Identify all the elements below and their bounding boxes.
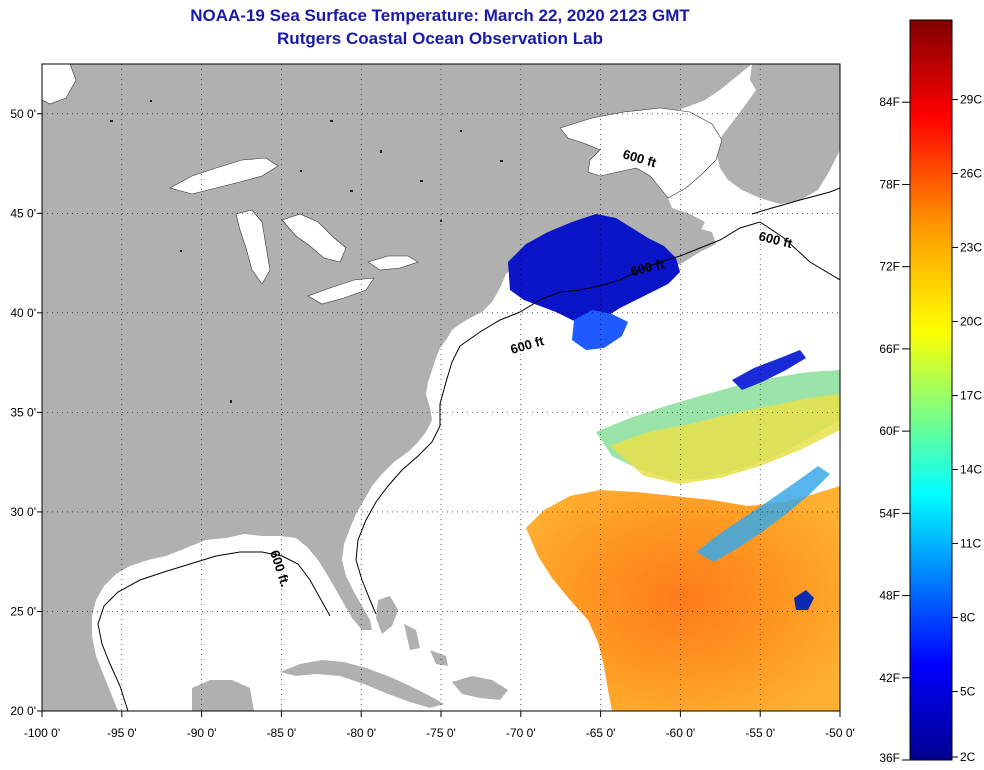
colorbar-f-label: 54F — [879, 506, 900, 520]
lon-tick-label: -95 0' — [107, 726, 137, 740]
hispaniola-land — [452, 676, 508, 700]
map-title: NOAA-19 Sea Surface Temperature: March 2… — [190, 6, 690, 25]
colorbar-f-label: 48F — [879, 589, 900, 603]
lat-tick-label: 20 0' — [10, 704, 36, 718]
lake-erie-ontario — [307, 255, 419, 305]
lat-tick-label: 45 0' — [10, 206, 36, 220]
lon-tick-label: -90 0' — [187, 726, 217, 740]
colorbar-f-label: 42F — [879, 671, 900, 685]
lat-tick-label: 25 0' — [10, 604, 36, 618]
lake-superior — [169, 157, 279, 195]
sst-cold-region — [508, 214, 680, 326]
lon-tick-label: -60 0' — [666, 726, 696, 740]
sst-cool-filament — [696, 466, 830, 562]
lake-michigan-huron — [235, 209, 347, 285]
colorbar-c-label: 26C — [960, 166, 982, 180]
latitude-axis: 50 0' 45 0' 40 0' 35 0' 30 0' 25 0' 20 0' — [10, 107, 42, 718]
gulf-of-st-lawrence — [559, 107, 723, 199]
lat-tick-label: 50 0' — [10, 107, 36, 121]
bahamas-islands — [376, 596, 448, 666]
lat-tick-label: 35 0' — [10, 405, 36, 419]
lon-tick-label: -50 0' — [825, 726, 855, 740]
graticule — [42, 64, 840, 711]
colorbar-c-label: 23C — [960, 240, 982, 254]
lon-tick-label: -100 0' — [24, 726, 60, 740]
colorbar-c-label: 29C — [960, 92, 982, 106]
sst-blue-patch — [572, 310, 628, 350]
isobath-600ft-southeast — [355, 345, 461, 615]
colorbar-f-label: 66F — [879, 342, 900, 356]
colorbar-c-label: 8C — [960, 610, 976, 624]
colorbar-c-label: 20C — [960, 314, 982, 328]
hudson-bay-edge — [42, 64, 77, 105]
map-subtitle: Rutgers Coastal Ocean Observation Lab — [277, 29, 603, 48]
sst-cold-eddy — [794, 590, 814, 610]
colorbar-f-label: 84F — [879, 95, 900, 109]
sst-cold-streak-north — [732, 350, 806, 390]
colorbar-f-label: 36F — [879, 751, 900, 765]
sst-warm-region — [526, 486, 840, 711]
colorbar-f-label: 60F — [879, 424, 900, 438]
lon-tick-label: -65 0' — [586, 726, 616, 740]
colorbar-c-label: 11C — [960, 536, 981, 550]
lon-tick-label: -80 0' — [346, 726, 376, 740]
colorbar-celsius-labels: 29C 26C 23C 20C 17C 14C 11C 8C 5C 2C — [952, 92, 982, 764]
colorbar-c-label: 14C — [960, 462, 982, 476]
lon-tick-label: -70 0' — [506, 726, 536, 740]
cuba-land — [280, 660, 444, 708]
sst-yellow-band — [610, 394, 840, 484]
colorbar-fahrenheit-labels: 84F 78F 72F 66F 60F 54F 48F 42F 36F — [879, 95, 910, 765]
land-lake-dots — [110, 100, 503, 403]
lon-tick-label: -75 0' — [426, 726, 456, 740]
isobath-600ft-gulf — [97, 551, 331, 711]
isobath-600ft-east — [751, 187, 840, 215]
isobath-600ft-north — [459, 221, 840, 347]
colorbar-c-label: 17C — [960, 388, 982, 402]
longitude-axis: -100 0' -95 0' -90 0' -85 0' -80 0' -75 0' -70… — [24, 711, 855, 740]
temperature-colorbar — [909, 19, 953, 761]
lat-tick-label: 30 0' — [10, 505, 36, 519]
colorbar-c-label: 2C — [960, 750, 976, 764]
yucatan-land — [192, 680, 254, 711]
newfoundland-land — [716, 64, 840, 204]
lon-tick-label: -55 0' — [745, 726, 775, 740]
lat-tick-label: 40 0' — [10, 306, 36, 320]
colorbar-c-label: 5C — [960, 684, 976, 698]
colorbar-f-label: 78F — [879, 177, 900, 191]
lon-tick-label: -85 0' — [267, 726, 297, 740]
colorbar-f-label: 72F — [879, 260, 900, 274]
